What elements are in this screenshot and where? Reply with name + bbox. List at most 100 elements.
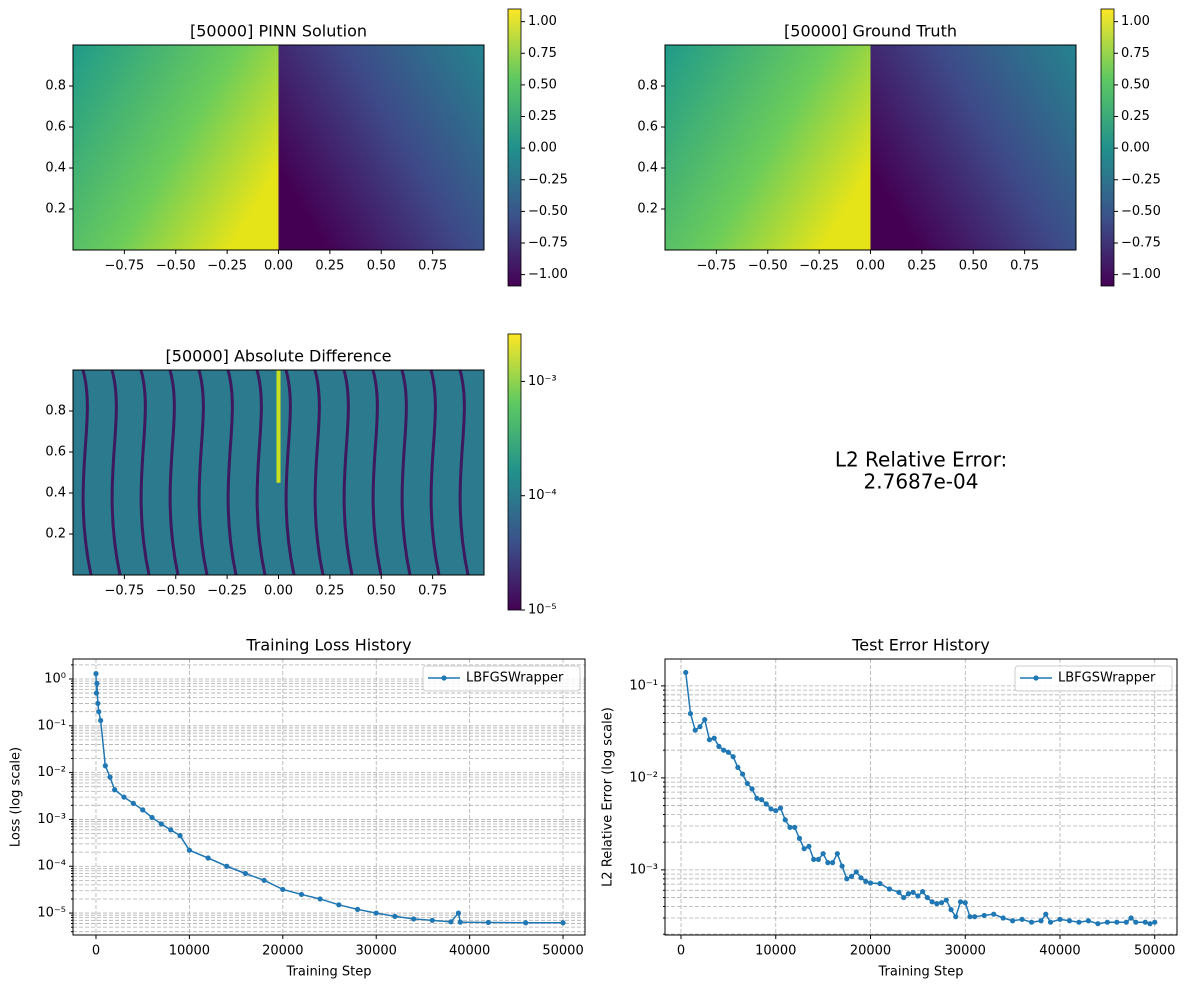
- x-tick-label: 0.00: [856, 259, 885, 274]
- point: [1142, 919, 1148, 925]
- heatmap-image: [870, 45, 1076, 250]
- point: [121, 794, 127, 800]
- x-tick-label: −0.75: [696, 259, 736, 274]
- point: [863, 878, 869, 884]
- x-tick-label: 0: [92, 944, 100, 959]
- heatmap-image: [110, 369, 122, 576]
- x-tick-label: 30000: [945, 944, 986, 959]
- colorbar: [507, 333, 522, 611]
- point: [687, 710, 694, 717]
- y-tick-label: 10⁻¹: [37, 718, 66, 733]
- annotation: 2.7687e-04: [864, 470, 979, 494]
- heatmap-image: [400, 369, 412, 576]
- y-axis-label: Loss (log scale): [9, 747, 24, 847]
- point: [749, 786, 755, 792]
- point: [354, 906, 361, 912]
- y-tick-label: 10⁻¹: [629, 678, 658, 693]
- x-tick-label: 10000: [755, 944, 796, 959]
- x-tick-label: −0.50: [156, 259, 196, 274]
- point: [1010, 918, 1016, 924]
- x-tick-label: 0.75: [418, 259, 447, 274]
- colorbar-tick-label: −0.75: [1121, 235, 1161, 250]
- y-tick-label: 0.6: [637, 120, 658, 135]
- heatmap-image: [139, 369, 151, 576]
- point: [102, 763, 108, 769]
- point: [815, 856, 821, 863]
- annotation: L2 Relative Error:: [835, 448, 1007, 472]
- point: [1133, 919, 1139, 925]
- point: [711, 735, 717, 741]
- point: [683, 669, 689, 676]
- point: [448, 919, 454, 925]
- y-tick-label: 0.8: [45, 404, 66, 419]
- point: [1047, 919, 1054, 925]
- axes-frame: [72, 658, 586, 936]
- x-tick-label: 40000: [449, 944, 490, 959]
- colorbar-tick-label: −1.00: [1121, 267, 1161, 282]
- heatmap-image: [255, 369, 267, 576]
- x-tick-label: −0.75: [104, 259, 144, 274]
- point: [792, 824, 798, 830]
- colorbar-tick-label: 10⁻⁴: [528, 488, 557, 503]
- point: [948, 907, 954, 913]
- point: [1000, 915, 1006, 921]
- point: [811, 856, 817, 863]
- point: [801, 846, 807, 852]
- point: [706, 737, 713, 743]
- x-tick-label: 0.25: [907, 259, 936, 274]
- colorbar-tick-label: 0.25: [1121, 109, 1150, 124]
- point: [901, 894, 907, 901]
- point: [317, 896, 323, 902]
- axes-title: Test Error History: [851, 636, 990, 655]
- point: [910, 889, 916, 895]
- x-tick-label: 0.50: [367, 259, 396, 274]
- y-tick-label: 10⁻⁴: [37, 859, 66, 874]
- point: [853, 869, 859, 875]
- x-axis-label: Training Step: [285, 965, 371, 980]
- heatmap-image: [313, 369, 325, 576]
- x-tick-label: 0.00: [264, 584, 293, 599]
- point: [93, 671, 99, 677]
- point: [298, 891, 305, 898]
- point: [98, 717, 104, 724]
- point: [877, 880, 883, 887]
- point: [825, 860, 831, 866]
- point: [796, 835, 803, 841]
- y-tick-label: 10⁻³: [37, 812, 66, 827]
- point: [130, 800, 136, 806]
- point: [336, 902, 342, 908]
- point: [953, 914, 959, 920]
- point: [1076, 919, 1082, 925]
- heatmap-image: [197, 369, 209, 576]
- point: [205, 855, 211, 861]
- colorbar-tick-label: −0.25: [528, 172, 568, 187]
- x-tick-label: 0.00: [264, 259, 293, 274]
- point: [858, 875, 864, 881]
- point: [787, 824, 793, 830]
- point: [929, 899, 935, 905]
- heatmap-image: [73, 45, 279, 250]
- point: [744, 780, 750, 787]
- point: [972, 914, 978, 920]
- point: [844, 876, 850, 882]
- colorbar-tick-label: 10⁻³: [528, 374, 557, 389]
- y-tick-label: 0.4: [45, 161, 66, 176]
- x-tick-label: 20000: [262, 944, 303, 959]
- point: [95, 700, 101, 707]
- colorbar-tick-label: 0.00: [1121, 141, 1150, 156]
- point: [896, 889, 902, 895]
- point: [777, 805, 784, 811]
- point: [485, 919, 491, 926]
- y-tick-label: 0.6: [45, 120, 66, 135]
- colorbar-tick-label: 1.00: [1121, 14, 1150, 29]
- point: [716, 743, 722, 749]
- axes-title: [50000] Ground Truth: [784, 22, 957, 41]
- axes-frame: [664, 44, 1077, 251]
- y-tick-label: 10⁻²: [629, 770, 658, 785]
- heatmap-image: [284, 369, 296, 576]
- point: [1123, 919, 1129, 925]
- point: [1043, 911, 1049, 917]
- point: [905, 891, 911, 897]
- point: [1066, 918, 1073, 924]
- series-line: [95, 673, 564, 924]
